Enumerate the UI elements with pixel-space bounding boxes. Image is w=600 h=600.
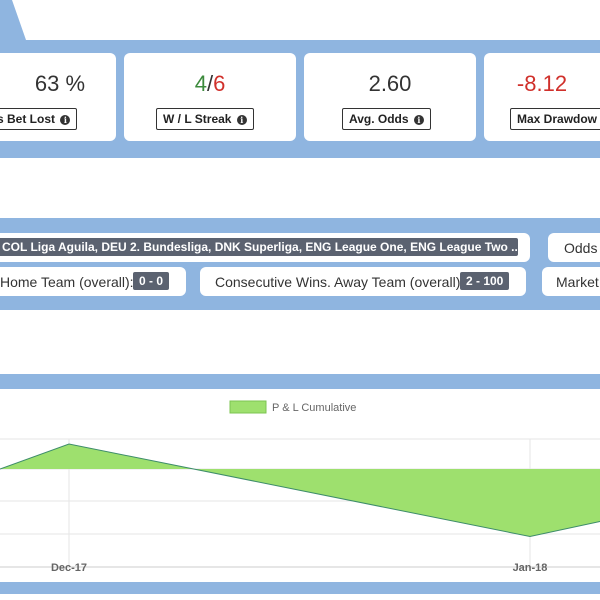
leagues-filter-card: COL Liga Aguila, DEU 2. Bundesliga, DNK … [0,233,530,262]
stat-card-avg-odds: 2.60 Avg. Odds i [304,53,476,141]
leagues-pill[interactable]: COL Liga Aguila, DEU 2. Bundesliga, DNK … [0,238,518,256]
info-icon: i [413,115,424,125]
odds-filter-label: Odds I [564,240,600,256]
x-tick-label: Jan-18 [513,562,548,574]
market-filter-card: Market [542,267,600,296]
tab-corner-decoration [0,0,26,40]
filters-band: COL Liga Aguila, DEU 2. Bundesliga, DNK … [0,218,600,310]
legend-label[interactable]: P & L Cumulative [272,402,356,414]
info-icon: i [60,115,71,125]
home-filter-label: Home Team (overall): [0,274,134,290]
stat-card-max-drawdown: -8.12 Max Drawdow [484,53,600,141]
bets-lost-label[interactable]: s Bet Lost i [0,108,78,130]
stats-band: 63 % s Bet Lost i 4/6 W / L Streak i 2.6… [0,40,600,158]
away-filter-card: Consecutive Wins. Away Team (overall): 2… [200,267,526,296]
wins-count: 4 [194,71,207,96]
home-filter-value[interactable]: 0 - 0 [133,272,170,290]
away-filter-value[interactable]: 2 - 100 [460,272,510,290]
away-filter-label: Consecutive Wins. Away Team (overall): [215,274,465,290]
max-drawdown-value: -8.12 [516,71,568,96]
wl-streak-value: 4/6 [124,71,296,97]
stat-card-bets-lost: 63 % s Bet Lost i [0,53,116,141]
avg-odds-value: 2.60 [368,71,412,96]
losses-count: 6 [213,71,226,96]
streak-separator: / [206,71,214,96]
odds-filter-card: Odds I [548,233,600,262]
market-filter-label: Market [556,274,599,290]
home-filter-card: Home Team (overall): 0 - 0 [0,267,186,296]
avg-odds-label[interactable]: Avg. Odds i [342,108,431,130]
stat-card-wl-streak: 4/6 W / L Streak i [124,53,296,141]
chart-band: P & L Cumulative Dec-17 Jan-18 [0,374,600,594]
bets-lost-value: 63 % [34,71,86,96]
x-tick-label: Dec-17 [51,562,87,574]
pl-line [0,443,600,538]
info-icon: i [236,115,247,125]
wl-streak-label[interactable]: W / L Streak i [156,108,254,130]
max-drawdown-label[interactable]: Max Drawdow [510,108,600,130]
chart-card: P & L Cumulative Dec-17 Jan-18 [0,389,600,582]
pl-cumulative-chart: P & L Cumulative Dec-17 Jan-18 [0,400,600,574]
legend-swatch[interactable] [229,400,267,414]
